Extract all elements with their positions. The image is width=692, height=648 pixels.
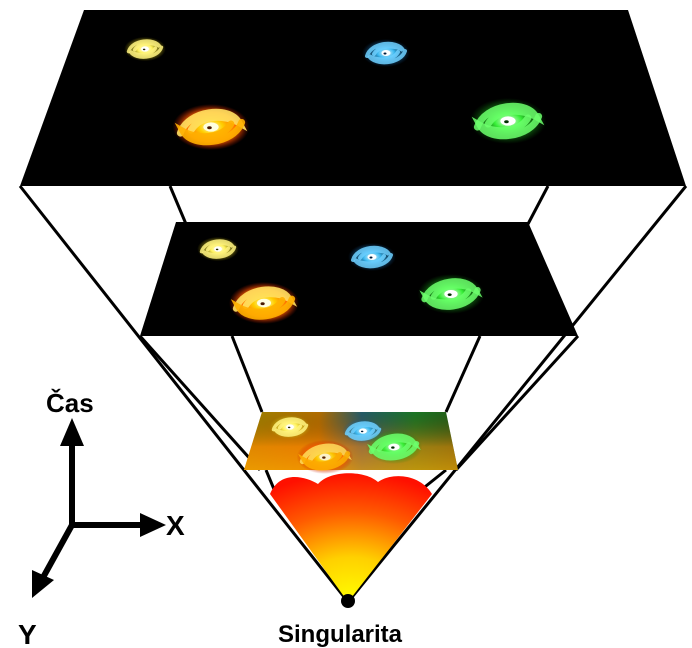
cone-edges (18, 185, 688, 603)
middle-universe-slice (140, 222, 578, 336)
time-axis-label: Čas (46, 388, 94, 418)
y-axis-label: Y (18, 619, 37, 648)
singularity-label: Singularita (278, 621, 403, 648)
fireball (270, 473, 432, 602)
x-axis-arrowhead (140, 513, 166, 537)
early-universe-slice (244, 412, 458, 474)
y-axis-arrowhead (32, 570, 54, 598)
singularity-point (341, 594, 355, 608)
x-axis-label: X (166, 510, 185, 541)
axes (37, 436, 150, 585)
present-universe-slice (20, 10, 686, 186)
time-axis-arrowhead (60, 418, 84, 446)
